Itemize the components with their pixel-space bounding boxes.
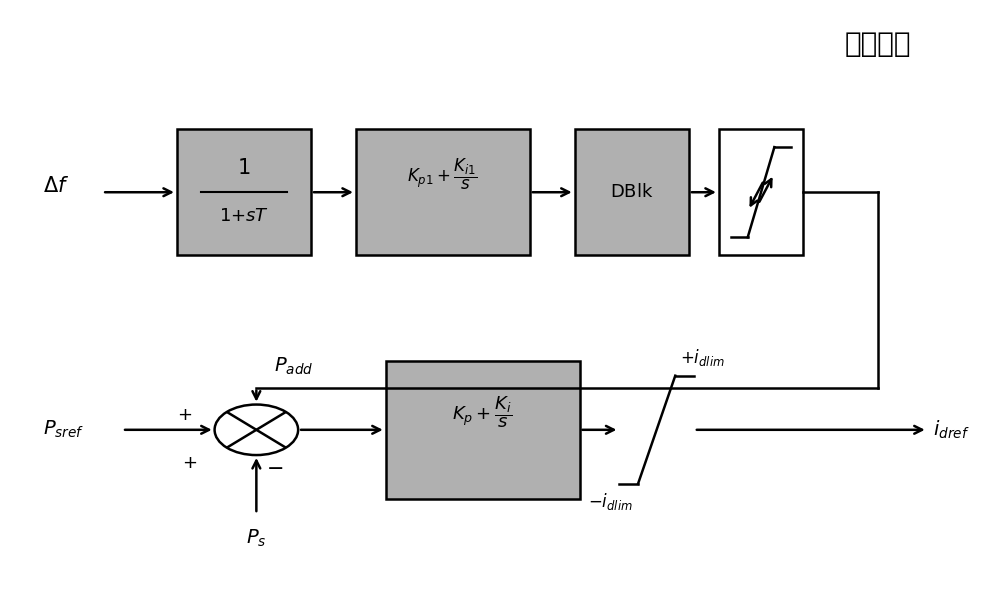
Text: $1{+}sT$: $1{+}sT$ [219,208,269,225]
Text: $1$: $1$ [237,158,251,178]
Text: $K_{p1}+\dfrac{K_{i1}}{s}$: $K_{p1}+\dfrac{K_{i1}}{s}$ [407,157,478,192]
Text: $+$: $+$ [182,454,197,472]
Text: $-i_{dlim}$: $-i_{dlim}$ [588,492,633,512]
Text: $K_p+\dfrac{K_i}{s}$: $K_p+\dfrac{K_i}{s}$ [452,394,513,430]
FancyBboxPatch shape [719,129,803,256]
Text: $P_{add}$: $P_{add}$ [274,356,314,378]
Text: $i_{dref}$: $i_{dref}$ [933,419,969,441]
FancyBboxPatch shape [575,129,689,256]
Text: $+$: $+$ [177,405,192,424]
Text: 速率限幅: 速率限幅 [845,32,911,58]
FancyBboxPatch shape [386,361,580,499]
Text: $+i_{dlim}$: $+i_{dlim}$ [680,347,725,368]
Text: $P_s$: $P_s$ [246,527,267,549]
Text: $\Delta f$: $\Delta f$ [43,176,69,196]
Text: $-$: $-$ [266,457,283,477]
FancyBboxPatch shape [177,129,311,256]
Text: $\mathrm{DBlk}$: $\mathrm{DBlk}$ [610,183,654,202]
FancyBboxPatch shape [356,129,530,256]
Circle shape [215,404,298,455]
Text: $P_{sref}$: $P_{sref}$ [43,419,84,441]
